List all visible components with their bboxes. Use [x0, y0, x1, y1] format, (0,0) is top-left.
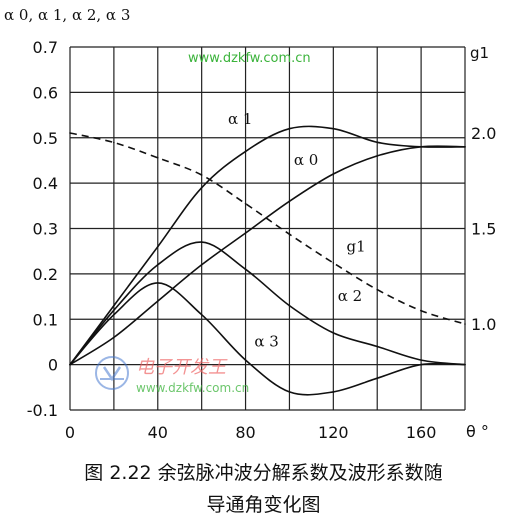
y-left-tick-label: 0.3 [33, 220, 58, 239]
y-right-tick-label: 1.5 [471, 220, 496, 239]
y-left-tick-label: 0 [48, 356, 58, 375]
data-point-α1 [156, 245, 159, 248]
x-tick-label: 0 [65, 423, 75, 442]
data-point-α3 [244, 359, 247, 361]
data-point-α3 [113, 313, 115, 316]
y-axis-left-label: α 0, α 1, α 2, α 3 [4, 6, 130, 24]
data-point-α0 [332, 173, 335, 175]
data-point-α3 [69, 363, 71, 366]
axes: 0 40 80 120 160 -0.1 0 0.1 0.2 0.3 0.4 0.5 0.6 0.7 1.0… [27, 38, 497, 442]
data-point-α1 [332, 127, 335, 130]
series-label-α0: α 0 [294, 151, 318, 169]
x-tick-label: 120 [318, 423, 349, 442]
watermark-url-top: www.dzkfw.com.cn [188, 51, 311, 66]
data-point-α1 [200, 186, 203, 189]
watermark-url-bottom: www.dzkfw.com.cn [136, 381, 249, 395]
data-point-α0 [200, 264, 203, 266]
data-point-α0 [156, 300, 159, 302]
series-line-α1 [69, 125, 466, 366]
data-point-α3 [200, 313, 203, 316]
data-point-α1 [244, 150, 247, 153]
data-point-α3 [464, 363, 466, 366]
data-point-α2 [113, 309, 115, 311]
data-point-g1 [332, 262, 335, 264]
figure-caption-line-2: 导通角变化图 [206, 494, 321, 516]
y-right-tick-label: 1.0 [471, 315, 496, 334]
data-point-α2 [420, 359, 422, 361]
y-left-tick-label: -0.1 [27, 401, 58, 420]
series-layer [69, 125, 466, 396]
watermark-logo [95, 356, 129, 390]
data-point-g1 [420, 309, 422, 312]
data-point-α0 [376, 155, 379, 157]
figure-caption-line-1: 图 2.22 余弦脉冲波分解系数及波形系数随 [84, 462, 443, 484]
data-point-α3 [420, 363, 422, 366]
data-point-α0 [420, 146, 422, 148]
data-point-α0 [464, 146, 466, 148]
series-label-α3: α 3 [254, 332, 278, 350]
series-line-α3 [69, 282, 466, 396]
data-point-α0 [244, 232, 247, 234]
data-point-g1 [69, 132, 71, 134]
x-tick-label: 40 [148, 423, 168, 442]
y-axis-right-label: g1 [470, 44, 489, 62]
y-left-tick-label: 0.7 [33, 38, 58, 57]
y-left-tick-label: 0.5 [33, 129, 58, 148]
data-point-α0 [288, 200, 291, 203]
data-point-g1 [200, 174, 203, 176]
data-point-α3 [332, 391, 335, 393]
data-point-α2 [200, 241, 203, 243]
data-point-α2 [376, 345, 379, 348]
data-point-α1 [376, 141, 379, 144]
series-label-g1: g1 [347, 237, 366, 255]
labels-layer: α 1 α 0 α 2 α 3 g1 [228, 110, 366, 350]
data-point-α2 [288, 304, 291, 307]
data-point-g1 [464, 323, 466, 325]
data-point-g1 [288, 233, 291, 236]
data-point-g1 [244, 202, 247, 205]
y-left-tick-label: 0.6 [33, 83, 58, 102]
y-left-tick-label: 0.1 [33, 310, 58, 329]
x-tick-label: 160 [406, 423, 437, 442]
y-right-tick-label: 2.0 [471, 124, 496, 143]
data-point-g1 [156, 157, 159, 159]
watermark-logo-text: 电子开发王 [136, 357, 228, 378]
data-point-α1 [288, 127, 291, 130]
x-tick-label: 80 [235, 423, 255, 442]
series-label-α1: α 1 [228, 110, 252, 128]
series-label-α2: α 2 [338, 287, 362, 305]
data-point-g1 [113, 141, 115, 144]
series-line-g1 [69, 132, 466, 325]
series-line-α0 [69, 145, 466, 366]
data-point-α2 [156, 264, 159, 266]
data-point-α3 [156, 282, 159, 284]
data-point-α0 [113, 336, 115, 339]
data-point-α3 [376, 377, 379, 380]
data-point-α2 [244, 268, 247, 271]
y-left-tick-label: 0.4 [33, 174, 58, 193]
data-point-g1 [376, 288, 379, 291]
y-left-tick-label: 0.2 [33, 265, 58, 284]
data-point-α3 [288, 391, 291, 393]
data-point-α1 [113, 304, 115, 307]
x-axis-label: θ ° [466, 422, 489, 441]
data-point-α2 [332, 332, 335, 334]
series-line-α2 [69, 241, 466, 366]
